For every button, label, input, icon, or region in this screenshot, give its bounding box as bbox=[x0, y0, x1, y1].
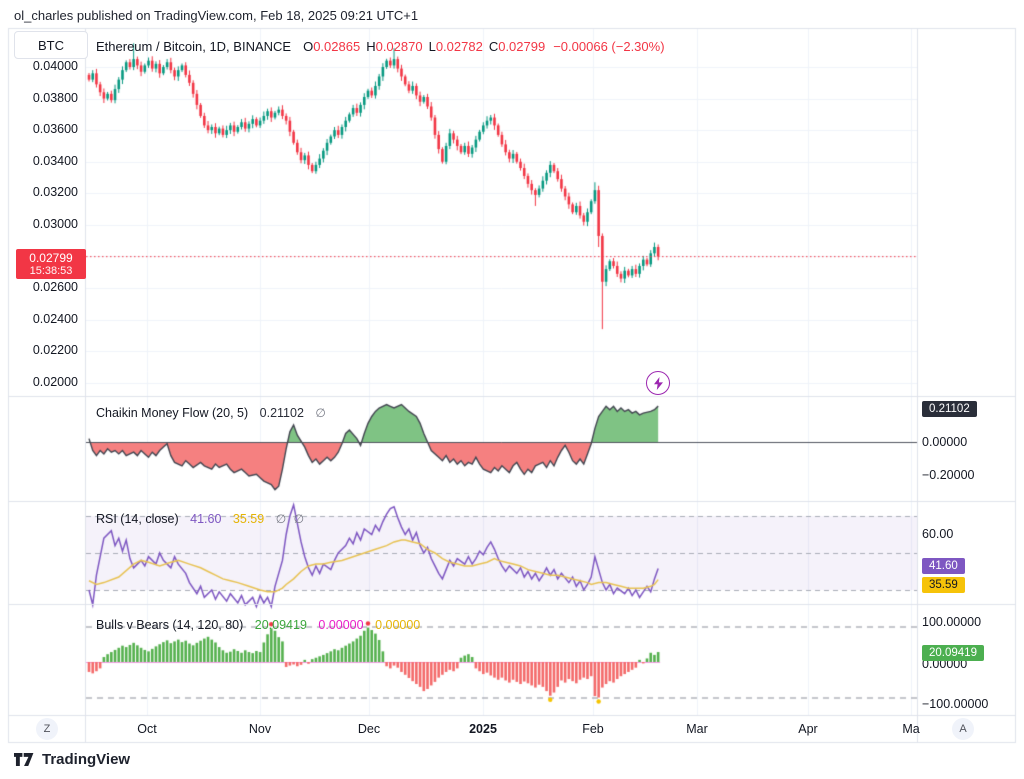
ohlc-key-O: O bbox=[303, 39, 314, 54]
scroll-left-button[interactable]: Z bbox=[36, 718, 58, 740]
price-tick-label: 0.03000 bbox=[32, 216, 78, 231]
cmf-value-badge: 0.21102 bbox=[922, 401, 977, 417]
bvb-value-3: 0.00000 bbox=[375, 618, 421, 632]
bvb-value-2: 0.00000 bbox=[318, 618, 364, 632]
bvb-value-badge: 20.09419 bbox=[922, 645, 984, 661]
ohlc-key-C: C bbox=[488, 39, 499, 54]
scroll-right-button[interactable]: A bbox=[952, 718, 974, 740]
time-axis-month-Nov: Nov bbox=[248, 722, 272, 736]
cmf-pane-header: Chaikin Money Flow (20, 5) 0.21102 ∅ bbox=[96, 406, 330, 420]
price-tick-label: 0.02600 bbox=[32, 280, 78, 295]
tradingview-logo-icon bbox=[14, 753, 34, 766]
rsi-ma-value: 35.59 bbox=[232, 512, 265, 526]
time-axis-month-Feb: Feb bbox=[582, 722, 604, 736]
legend-change: −0.00066 (−2.30%) bbox=[553, 39, 665, 54]
currency-scale-button[interactable]: BTC bbox=[14, 31, 88, 59]
price-tick-label: 0.02000 bbox=[32, 374, 78, 389]
price-tick-label: 0.04000 bbox=[32, 59, 78, 73]
bvb-tick-bottom: −100.00000 bbox=[922, 697, 989, 711]
bvb-pane-header: Bulls v Bears (14, 120, 80) 20.09419 0.0… bbox=[96, 618, 428, 632]
cmf-hide-icon[interactable]: ∅ bbox=[315, 406, 326, 420]
bvb-tick-top: 100.00000 bbox=[922, 615, 982, 629]
symbol-title: Ethereum / Bitcoin, 1D, BINANCE bbox=[96, 39, 292, 54]
time-axis-month-Oct: Oct bbox=[137, 722, 157, 736]
time-axis-month-Dec: Dec bbox=[357, 722, 381, 736]
ohlc-key-L: L bbox=[428, 39, 436, 54]
ohlc-value-H: 0.02870 bbox=[375, 39, 423, 54]
bvb-title: Bulls v Bears (14, 120, 80) bbox=[96, 618, 244, 632]
rsi-value-badge: 41.60 bbox=[922, 558, 965, 574]
rsi-ma-hide-icon[interactable]: ∅ bbox=[293, 512, 305, 526]
price-tick-label: 0.02400 bbox=[32, 311, 78, 326]
flash-lightning-button[interactable] bbox=[646, 371, 670, 395]
time-axis-month-Mar: Mar bbox=[686, 722, 708, 736]
price-tick-label: 0.03400 bbox=[32, 153, 78, 168]
price-tick-label: 0.02200 bbox=[32, 343, 78, 358]
rsi-title: RSI (14, close) bbox=[96, 512, 179, 526]
rsi-value: 41.60 bbox=[190, 512, 222, 526]
scroll-right-label: A bbox=[959, 723, 967, 735]
ohlc-key-H: H bbox=[366, 39, 376, 54]
time-axis-month-Ma: Ma bbox=[902, 722, 920, 736]
cmf-tick-zero: 0.00000 bbox=[922, 435, 968, 449]
rsi-ma-value-badge: 35.59 bbox=[922, 577, 965, 593]
price-tick-label: 0.03200 bbox=[32, 185, 78, 200]
time-axis-month-Apr: Apr bbox=[798, 722, 818, 736]
rsi-pane-header: RSI (14, close) 41.60 35.59 ∅ ∅ bbox=[96, 512, 308, 526]
publish-line: ol_charles published on TradingView.com,… bbox=[14, 8, 419, 23]
lightning-bolt-icon bbox=[653, 376, 663, 390]
tradingview-logo-text: TradingView bbox=[42, 751, 131, 768]
cmf-value: 0.21102 bbox=[259, 406, 304, 420]
last-price-badge: 0.02799 15:38:53 bbox=[16, 249, 86, 279]
last-price: 0.02799 bbox=[29, 251, 73, 265]
price-tick-label: 0.03600 bbox=[32, 122, 78, 137]
scroll-left-label: Z bbox=[43, 723, 51, 735]
cmf-tick-neg: −0.20000 bbox=[922, 468, 975, 482]
symbol-legend: Ethereum / Bitcoin, 1D, BINANCE O0.02865 H… bbox=[96, 39, 665, 54]
tradingview-logo[interactable]: TradingView bbox=[14, 751, 130, 768]
rsi-tick-60: 60.00 bbox=[922, 527, 954, 541]
currency-label: BTC bbox=[38, 37, 64, 53]
cmf-title: Chaikin Money Flow (20, 5) bbox=[96, 406, 249, 420]
ohlc-value-C: 0.02799 bbox=[498, 39, 546, 54]
time-axis-month-2025: 2025 bbox=[469, 722, 497, 736]
rsi-hide-icon[interactable]: ∅ bbox=[275, 512, 287, 526]
bvb-value-1: 20.09419 bbox=[254, 618, 307, 632]
ohlc-value-L: 0.02782 bbox=[435, 39, 483, 54]
ohlc-value-O: 0.02865 bbox=[313, 39, 361, 54]
countdown-timer: 15:38:53 bbox=[29, 265, 73, 278]
price-tick-label: 0.03800 bbox=[32, 90, 78, 105]
